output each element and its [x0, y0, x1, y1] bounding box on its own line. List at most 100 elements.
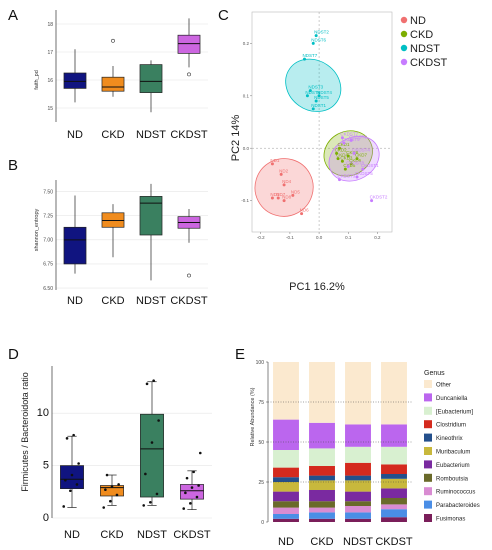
- stack-segment-romboutsia: [273, 501, 299, 508]
- point-label-ckdst8: CKDST8: [346, 161, 364, 166]
- legend-label-ckd: CKD: [410, 29, 433, 41]
- legend-swatch-fusimonas: [424, 514, 432, 522]
- box-jitter-point: [152, 379, 155, 382]
- point-label-ckd3: CKD3: [340, 155, 353, 160]
- panel-d-ylabel: Firmicutes / Bacteroidota ratio: [20, 372, 30, 492]
- box-jitter-point: [144, 472, 147, 476]
- legend-swatch-duncaniella: [424, 393, 432, 402]
- legend-label-ckdst: CKDST: [410, 57, 448, 69]
- panel-a-ytick-label: 17: [47, 50, 53, 56]
- box-jitter-point: [142, 504, 146, 507]
- legend-swatch-ckdst: [400, 58, 408, 66]
- legend-label-nd: ND: [410, 15, 426, 27]
- stack-segment-kineothrix: [309, 475, 335, 481]
- point-ckdst: [370, 199, 374, 203]
- stack-segment-kineothrix: [273, 477, 299, 482]
- legend-swatch-romboutsia: [424, 473, 432, 482]
- box-jitter-point: [185, 476, 189, 480]
- panel-letter-b: B: [8, 157, 18, 174]
- stack-segment-parabacteroides: [381, 509, 407, 518]
- point-ckdst: [340, 136, 344, 140]
- box-outlier-point: [111, 38, 115, 43]
- point-ndst: [303, 57, 306, 61]
- point-label-ckdst2: CKDST2: [370, 195, 388, 200]
- panel-d-category-label: NDST: [137, 529, 167, 541]
- panel-b-ytick-label: 7.00: [43, 238, 53, 244]
- panel-b-category-label: ND: [67, 295, 83, 307]
- point-ckdst: [346, 165, 350, 169]
- stack-segment-other: [381, 362, 407, 425]
- point-label-ckdst4: CKDST4: [352, 147, 370, 152]
- panel-a-category-label: CKD: [101, 129, 124, 141]
- stack-segment-other: [273, 362, 299, 420]
- stack-segment-kineothrix: [381, 474, 407, 479]
- panel-e-legend-title: Genus: [424, 370, 445, 377]
- legend-swatch-other: [424, 380, 432, 388]
- box-jitter-point: [62, 505, 66, 508]
- legend-swatch-ckd: [400, 30, 408, 38]
- box-ndst: [139, 64, 163, 93]
- panel-c-ytick-label: 0.2: [243, 41, 250, 46]
- panel-b-category-label: CKD: [101, 295, 124, 307]
- point-label-ndst7: NDST7: [303, 53, 318, 58]
- panel-b-ytick-label: 6.75: [43, 262, 53, 268]
- box-jitter-point: [70, 473, 74, 477]
- point-ckd: [346, 154, 350, 158]
- stack-segment-eubacterium: [381, 488, 407, 498]
- point-ckd: [340, 159, 344, 163]
- box-jitter-point: [115, 493, 119, 497]
- panel-c-xtick-label: -0.2: [257, 235, 265, 240]
- box-ckd: [101, 76, 125, 92]
- legend-swatch-ndst: [400, 44, 408, 52]
- stack-segment-eubacterium: [381, 446, 407, 465]
- legend-swatch-kineothrix: [424, 433, 432, 442]
- box-jitter-point: [190, 486, 194, 489]
- point-label-ckdst7: CKDST7: [340, 132, 358, 137]
- point-label-ckdst3: CKDST3: [338, 174, 356, 179]
- box-jitter-point: [75, 483, 79, 486]
- panel-e-category-label: CKDST: [375, 536, 413, 548]
- panel-a-category-label: NDST: [136, 129, 166, 141]
- box-jitter-point: [192, 470, 195, 474]
- box-jitter-point: [195, 495, 199, 499]
- legend-label-clostridium: Clostridium: [436, 423, 466, 429]
- box-jitter-point: [182, 507, 186, 510]
- stack-segment-clostridium: [273, 467, 299, 478]
- panel-b-ytick-label: 7.50: [43, 189, 53, 195]
- panel-c-xtick-label: 0.0: [316, 235, 323, 240]
- box-jitter-point: [197, 484, 200, 487]
- ellipse-ckd: [323, 130, 373, 177]
- point-label-ndst1: NDST1: [311, 103, 326, 108]
- stack-segment-ruminococcus: [345, 506, 371, 513]
- stack-segment-romboutsia: [309, 501, 335, 508]
- panel-a-ylabel: faith_pd: [34, 70, 40, 90]
- point-label-nd1: ND1: [270, 158, 279, 163]
- point-ndst: [314, 34, 318, 38]
- panel-b-category-label: NDST: [136, 295, 166, 307]
- stack-segment-ruminococcus: [273, 507, 299, 514]
- stack-segment-romboutsia: [381, 498, 407, 505]
- legend-label-romboutsia: Romboutsia: [436, 476, 469, 482]
- box-jitter-point: [157, 419, 160, 422]
- legend-label-ruminococcus: Ruminococcus: [436, 490, 475, 496]
- panel-e-category-label: CKD: [310, 536, 333, 548]
- legend-swatch-clostridium: [424, 420, 432, 429]
- box-outlier-point: [187, 273, 191, 278]
- point-ckdst: [349, 138, 353, 142]
- box-ndst: [140, 413, 164, 498]
- box-ckdst: [180, 484, 204, 500]
- box-jitter-point: [149, 500, 152, 504]
- box-jitter-point: [184, 491, 187, 495]
- point-label-ckd1: CKD1: [338, 142, 351, 147]
- ellipse-ckdst: [328, 135, 380, 182]
- panel-c-xtick-label: 0.2: [374, 235, 381, 240]
- box-jitter-point: [65, 437, 69, 440]
- point-nd: [276, 196, 280, 200]
- point-ndst: [317, 94, 321, 98]
- point-ckdst: [338, 178, 341, 182]
- point-ndst: [311, 107, 315, 111]
- box-jitter-point: [72, 433, 75, 437]
- box-jitter-point: [105, 473, 109, 477]
- legend-swatch-eubacterium: [424, 460, 432, 469]
- stack-segment-ruminococcus: [381, 504, 407, 510]
